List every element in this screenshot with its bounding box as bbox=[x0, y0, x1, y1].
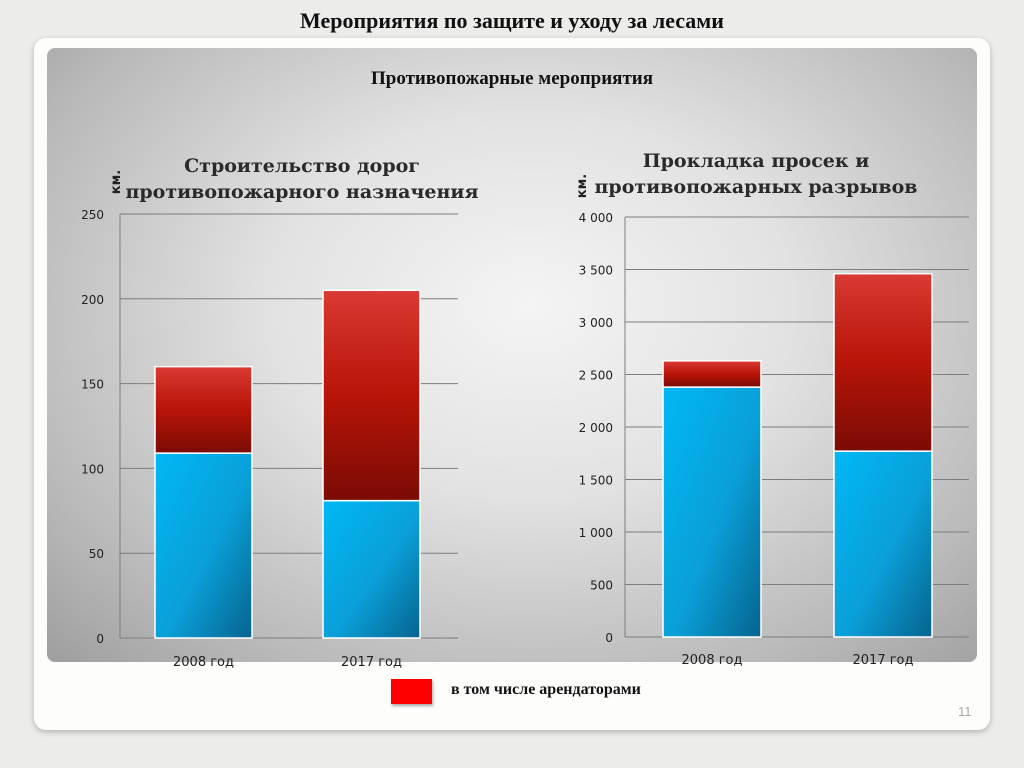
y-tick-label: 100 bbox=[81, 462, 104, 476]
y-unit-label: км. bbox=[109, 170, 124, 194]
x-category-label: 2008 год bbox=[173, 655, 234, 670]
chart-title: противопожарных разрывов bbox=[595, 176, 918, 198]
x-category-label: 2017 год bbox=[341, 655, 402, 670]
y-tick-label: 1 500 bbox=[579, 474, 613, 488]
y-tick-label: 50 bbox=[89, 547, 104, 561]
bar-total bbox=[662, 386, 762, 638]
y-unit-label: км. bbox=[575, 174, 590, 198]
bar-total bbox=[322, 499, 421, 639]
y-tick-label: 4 000 bbox=[579, 211, 613, 225]
y-tick-label: 0 bbox=[605, 631, 613, 645]
x-category-label: 2017 год bbox=[853, 653, 914, 668]
bar-tenant bbox=[154, 365, 253, 454]
legend-swatch bbox=[391, 679, 432, 704]
bar-tenant bbox=[833, 272, 933, 452]
y-tick-label: 2 500 bbox=[579, 369, 613, 383]
y-tick-label: 3 500 bbox=[579, 264, 613, 278]
chart-title: Строительство дорог bbox=[184, 155, 420, 177]
chart-title: противопожарного назначения bbox=[125, 181, 478, 203]
y-tick-label: 1 000 bbox=[579, 526, 613, 540]
y-tick-label: 3 000 bbox=[579, 316, 613, 330]
page-number: 11 bbox=[958, 704, 972, 719]
y-tick-label: 250 bbox=[81, 208, 104, 222]
y-tick-label: 0 bbox=[96, 632, 104, 646]
bar-tenant bbox=[662, 360, 762, 388]
bar-total bbox=[154, 452, 253, 639]
y-tick-label: 2 000 bbox=[579, 421, 613, 435]
chart-title: Прокладка просек и bbox=[643, 150, 870, 172]
slide-title: Мероприятия по защите и уходу за лесами bbox=[300, 8, 724, 33]
y-tick-label: 150 bbox=[81, 378, 104, 392]
y-tick-label: 200 bbox=[81, 293, 104, 307]
slide-subtitle: Противопожарные мероприятия bbox=[370, 68, 654, 89]
y-tick-label: 500 bbox=[590, 579, 613, 593]
x-category-label: 2008 год bbox=[682, 653, 743, 668]
bar-tenant bbox=[322, 289, 421, 502]
bar-total bbox=[833, 450, 933, 638]
legend-label: в том числе арендаторами bbox=[451, 681, 641, 698]
